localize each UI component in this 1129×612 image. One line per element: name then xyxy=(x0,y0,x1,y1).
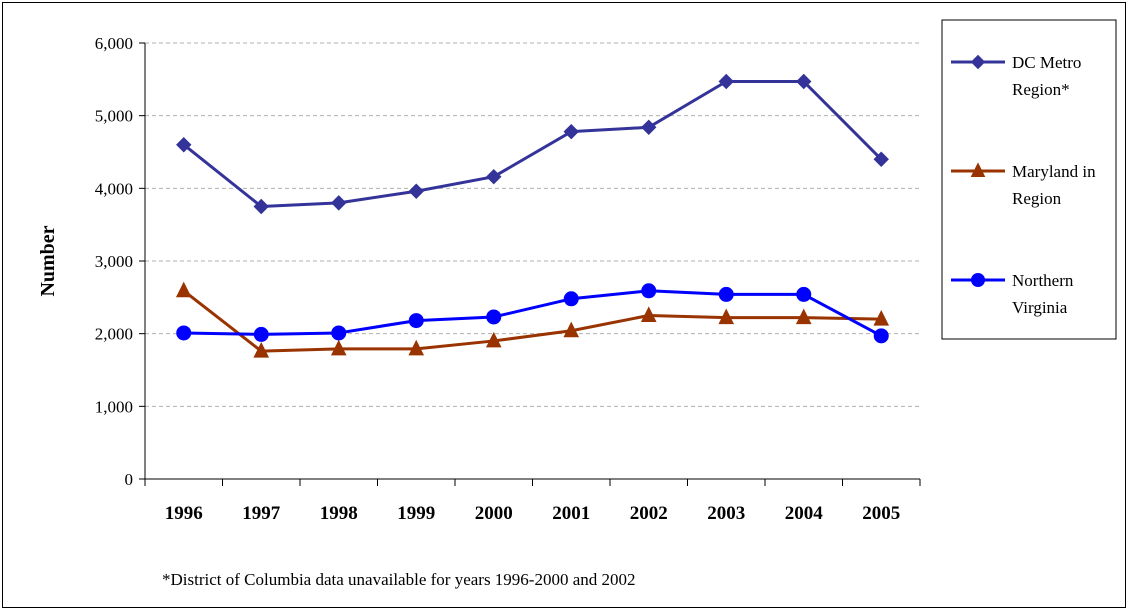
data-point-diamond xyxy=(331,195,347,211)
x-tick-label: 1996 xyxy=(165,503,203,524)
data-point-circle xyxy=(408,313,424,329)
data-point-triangle xyxy=(970,162,986,177)
data-point-triangle xyxy=(253,341,270,358)
series-line xyxy=(182,80,883,208)
y-tick-label: 2,000 xyxy=(95,325,133,344)
axes: 0 1,000 2,000 3,000 4,000 5,000 6,000 1996 1997 1… xyxy=(95,34,921,524)
data-point-diamond xyxy=(563,123,579,140)
series-lines xyxy=(175,73,890,358)
series-line xyxy=(182,289,882,353)
data-point-diamond xyxy=(176,137,192,153)
data-point-circle xyxy=(176,325,192,341)
legend-item-1: Maryland in Region xyxy=(951,162,1096,208)
legend-label: Region xyxy=(1012,189,1062,208)
legend-box xyxy=(941,19,1117,340)
y-tick-label: 4,000 xyxy=(95,179,133,198)
data-point-circle xyxy=(641,283,657,299)
series-2 xyxy=(176,283,889,344)
legend-label: Virginia xyxy=(1012,298,1068,317)
y-axis-title: Number xyxy=(37,225,59,296)
y-tick-label: 6,000 xyxy=(95,34,133,53)
x-tick-label: 2004 xyxy=(785,503,824,524)
legend-label: Maryland in xyxy=(1012,162,1096,181)
data-point-triangle xyxy=(175,281,192,298)
data-point-circle xyxy=(796,286,812,302)
data-point-diamond xyxy=(796,73,812,90)
data-point-diamond xyxy=(873,151,889,167)
legend-label: DC Metro xyxy=(1012,53,1081,72)
legend: DC Metro Region* Maryland in Region Northern… xyxy=(941,19,1117,340)
footnote: *District of Columbia data unavailable f… xyxy=(162,570,636,589)
data-point-triangle xyxy=(873,310,890,326)
data-point-diamond xyxy=(408,183,424,199)
data-point-diamond xyxy=(641,119,657,136)
data-point-circle xyxy=(486,309,502,325)
series-0 xyxy=(176,73,889,215)
x-tick-label: 2005 xyxy=(862,503,900,524)
x-tick-label: 2003 xyxy=(707,503,745,524)
data-point-diamond xyxy=(718,73,734,90)
data-point-triangle xyxy=(640,306,657,322)
data-point-diamond xyxy=(253,198,269,215)
legend-label: Northern xyxy=(1012,271,1074,290)
y-tick-label: 3,000 xyxy=(95,252,133,271)
x-tick-label: 2002 xyxy=(630,503,668,524)
data-point-triangle xyxy=(795,308,812,325)
x-tick-label: 2000 xyxy=(475,503,513,524)
data-point-triangle xyxy=(563,321,580,338)
data-point-circle xyxy=(718,286,734,302)
y-tick-label: 1,000 xyxy=(95,397,133,416)
data-point-triangle xyxy=(718,308,735,325)
data-point-circle xyxy=(331,325,347,341)
data-point-triangle xyxy=(408,339,425,356)
data-point-triangle xyxy=(330,339,347,356)
legend-item-0: DC Metro Region* xyxy=(951,53,1081,99)
x-tick-label: 1997 xyxy=(242,503,281,524)
series-line xyxy=(183,289,882,338)
data-point-circle xyxy=(971,273,985,287)
data-point-circle xyxy=(873,328,889,344)
series-1 xyxy=(175,281,890,358)
x-tick-label: 1998 xyxy=(320,503,358,524)
x-tick-label: 2001 xyxy=(552,503,590,524)
legend-label: Region* xyxy=(1012,80,1070,99)
y-tick-label: 0 xyxy=(125,470,134,489)
legend-item-2: Northern Virginia xyxy=(951,271,1074,317)
data-point-diamond xyxy=(970,54,986,70)
y-tick-label: 5,000 xyxy=(95,107,133,126)
data-point-triangle xyxy=(485,331,502,348)
data-point-circle xyxy=(563,291,579,307)
x-tick-label: 1999 xyxy=(397,503,435,524)
data-point-diamond xyxy=(486,168,502,185)
data-point-circle xyxy=(253,326,269,342)
